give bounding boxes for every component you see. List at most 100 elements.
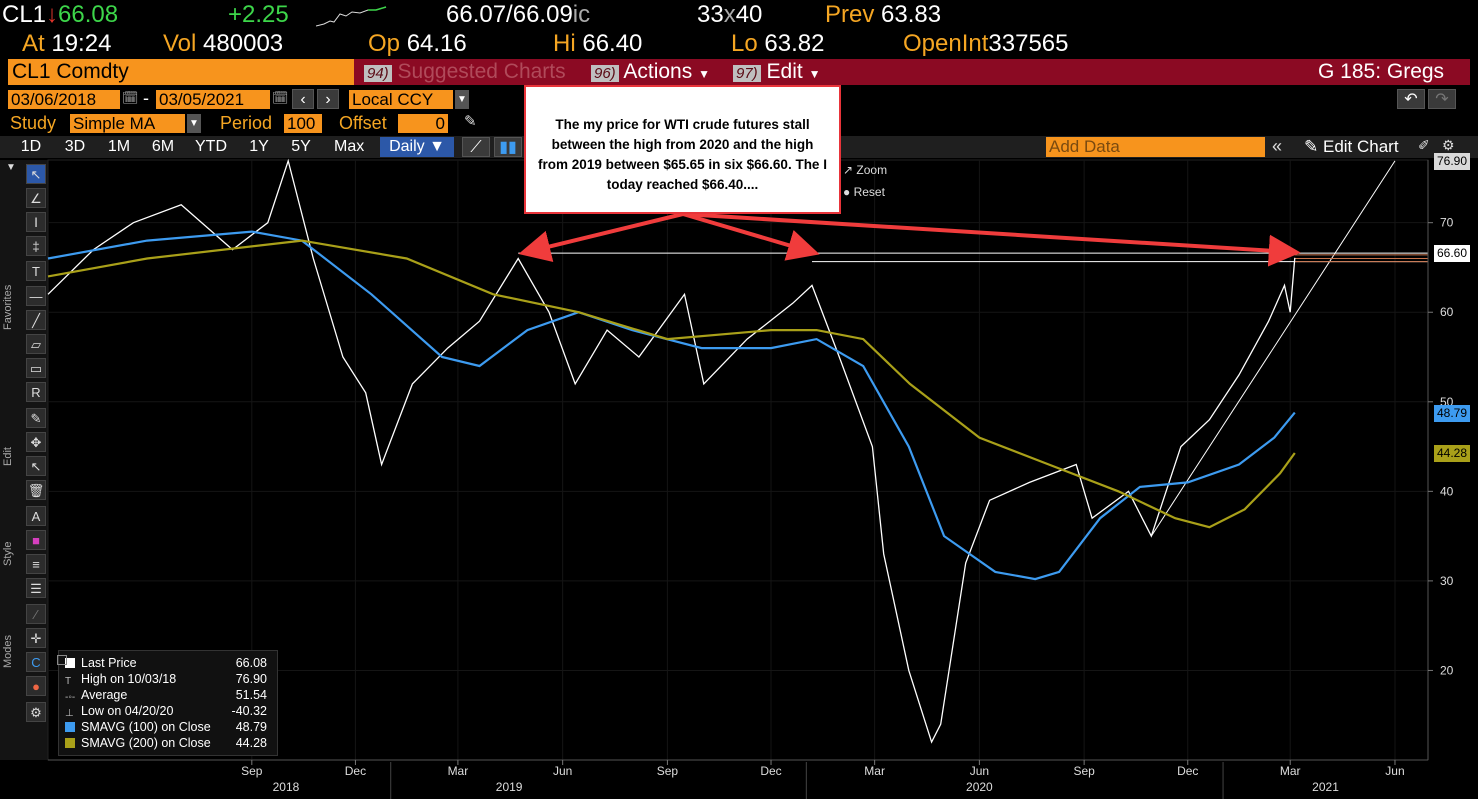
caret-down-icon: ▼ [808, 67, 821, 81]
pen-icon[interactable]: ✎ [26, 408, 46, 428]
annotation-note: The my price for WTI crude futures stall… [524, 85, 841, 214]
calendar-icon[interactable]: 🗓 [272, 90, 289, 105]
reset-button[interactable]: ● Reset [843, 185, 885, 199]
legend-row: Last Price 66.08 [65, 655, 273, 671]
ruler-tool-icon[interactable]: R [26, 382, 46, 402]
currency-select[interactable]: Local CCY [349, 90, 453, 109]
range-button-1m[interactable]: 1M [107, 138, 131, 155]
chart-axis: Sep Dec Mar Jun Sep Dec Mar Jun Sep Dec Mar Jun 2018… [48, 160, 1454, 799]
x-tick-label: Mar [864, 764, 885, 778]
edit-chart-button[interactable]: ✎ Edit Chart [1304, 137, 1399, 157]
move-icon[interactable]: ✥ [26, 432, 46, 452]
collapse-icon[interactable]: « [1272, 136, 1283, 156]
range-button-5y[interactable]: 5Y [291, 138, 311, 155]
hline-tool-icon[interactable]: — [26, 286, 46, 306]
line-chart-icon[interactable]: ⟋ [462, 137, 490, 157]
vol-label: Vol [163, 30, 197, 57]
gear-icon[interactable]: ⚙ [26, 702, 46, 722]
oi-value: 337565 [988, 30, 1069, 57]
chart-series [47, 158, 1296, 744]
magnet-icon[interactable]: C [26, 652, 46, 672]
menu-num-96: 96) [591, 65, 619, 82]
next-period-button[interactable]: › [317, 89, 339, 109]
offset-label: Offset [339, 113, 387, 133]
reset-label: Reset [853, 185, 885, 199]
crosshair-icon[interactable]: ✛ [26, 628, 46, 648]
calendar-icon[interactable]: 🗓 [122, 90, 139, 105]
chart-name: G 185: Gregs [1318, 60, 1445, 83]
security-field[interactable]: CL1 Comdty [8, 59, 354, 85]
collapse-toolbar-icon[interactable]: ▼ [6, 162, 16, 173]
redo-icon[interactable]: ↷ [1428, 89, 1456, 109]
range-button-3d[interactable]: 3D [64, 138, 86, 155]
start-date-field[interactable]: 03/06/2018 [8, 90, 120, 109]
interval-select[interactable]: Daily ▼ [380, 137, 454, 157]
fib-tool-icon[interactable]: Ⅰ [26, 212, 46, 232]
caret-down-icon: ▼ [698, 67, 710, 81]
quote-row-1: CL1↓66.08 [2, 1, 118, 29]
trend-tool-icon[interactable]: ╱ [26, 310, 46, 330]
palette-icon[interactable]: ● [26, 676, 46, 696]
undo-icon[interactable]: ↶ [1397, 89, 1425, 109]
size-bid: 33 [697, 1, 724, 28]
range-button-6m[interactable]: 6M [151, 138, 175, 155]
range-button-ytd[interactable]: YTD [195, 138, 227, 155]
offset-input[interactable]: 0 [398, 114, 448, 133]
channel-tool-icon[interactable]: ▱ [26, 334, 46, 354]
text-tool-icon[interactable]: T [26, 261, 46, 281]
lo-label: Lo [731, 30, 758, 57]
time-value: 19:24 [51, 30, 112, 57]
x-tick-label: Dec [345, 764, 366, 778]
study-label: Study [10, 113, 57, 133]
rect-tool-icon[interactable]: ▭ [26, 358, 46, 378]
y-tick-label: 40 [1440, 484, 1454, 498]
end-date-field[interactable]: 03/05/2021 [156, 90, 270, 109]
legend-toggle-icon[interactable] [57, 655, 67, 665]
eraser-icon[interactable]: ⁄ [26, 604, 46, 624]
select-icon[interactable]: ↖ [26, 456, 46, 476]
zoom-button[interactable]: ↗ Zoom [843, 163, 887, 177]
candle-chart-icon[interactable]: ▮▮ [494, 137, 522, 157]
caret-down-icon[interactable]: ▼ [187, 114, 201, 133]
last-price: 66.08 [58, 1, 119, 28]
suggested-charts-menu[interactable]: 94) Suggested Charts [364, 59, 566, 85]
annotation-arrow [682, 212, 820, 261]
size-x: x [723, 1, 736, 28]
caret-down-icon[interactable]: ▼ [455, 90, 469, 109]
legend-value: 66.08 [235, 656, 267, 670]
trash-icon[interactable]: 🗑 [26, 480, 46, 500]
range-button-1d[interactable]: 1D [20, 138, 42, 155]
cursor-icon[interactable]: ↖ [26, 164, 46, 184]
menu-num-97: 97) [733, 65, 761, 82]
size-ask: 40 [735, 1, 763, 28]
pencil-icon[interactable]: ✎ [464, 113, 477, 130]
y-tick-label: 20 [1440, 663, 1454, 677]
series-line-0 [47, 158, 1296, 744]
prev-value: 63.83 [881, 1, 942, 28]
edit-menu[interactable]: 97) Edit ▼ [733, 59, 820, 85]
level-tool-icon[interactable]: ‡ [26, 236, 46, 256]
gear-icon[interactable]: ⚙ [1442, 137, 1455, 153]
study-select[interactable]: Simple MA [70, 114, 185, 133]
x-tick-label: Jun [1385, 764, 1404, 778]
x-tick-label: Mar [1280, 764, 1301, 778]
bid-ask-suffix: ic [572, 1, 591, 28]
edit-icon[interactable]: ✐ [1418, 137, 1430, 153]
edit-chart-label: Edit Chart [1322, 137, 1399, 156]
prev-period-button[interactable]: ‹ [292, 89, 314, 109]
color-icon[interactable]: ■ [26, 530, 46, 550]
range-button-1y[interactable]: 1Y [249, 138, 269, 155]
add-data-input[interactable]: Add Data [1046, 137, 1265, 157]
range-button-max[interactable]: Max [334, 138, 365, 155]
legend-value: 48.79 [235, 720, 267, 734]
op-label: Op [368, 30, 401, 57]
font-icon[interactable]: A [26, 506, 46, 526]
line-style-icon[interactable]: ☰ [26, 578, 46, 598]
legend-label: High on 10/03/18 [81, 672, 177, 686]
line-width-icon[interactable]: ≡ [26, 554, 46, 574]
actions-menu[interactable]: 96) Actions ▼ [591, 59, 710, 85]
line-tool-icon[interactable]: ∠ [26, 188, 46, 208]
period-input[interactable]: 100 [284, 114, 322, 133]
hi-value: 66.40 [582, 30, 643, 57]
